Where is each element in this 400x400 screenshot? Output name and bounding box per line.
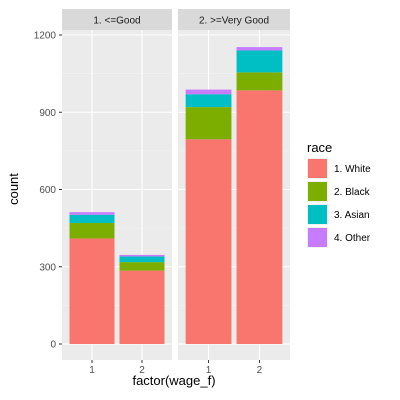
- legend-title: race: [307, 140, 332, 155]
- bar-segment: [69, 214, 115, 223]
- bar-segment: [119, 256, 165, 263]
- bar-segment: [236, 50, 283, 73]
- bar-segment: [236, 72, 283, 91]
- facet-strip: [62, 9, 172, 30]
- bar-segment: [69, 212, 115, 215]
- facet-panels: 1. <=Good 1 2 2. >=Very Good 1 2: [62, 9, 290, 376]
- y-tick-label: 900: [39, 108, 56, 119]
- legend-swatch: [308, 159, 327, 178]
- x-tick-label: 2: [139, 365, 145, 376]
- bar-segment: [119, 254, 165, 257]
- x-axis-title: factor(wage_f): [132, 373, 215, 388]
- legend-label: 3. Asian: [334, 210, 370, 221]
- legend-label: 4. Other: [334, 233, 371, 244]
- facet-panel: 2. >=Very Good 1 2: [178, 9, 290, 376]
- y-axis-title: count: [6, 173, 21, 205]
- bar-segment: [185, 107, 232, 140]
- facet-strip-label: 1. <=Good: [93, 16, 140, 27]
- legend-label: 2. Black: [334, 187, 371, 198]
- bar-segment: [185, 89, 232, 95]
- bar-segment: [119, 262, 165, 271]
- y-tick-label: 300: [39, 262, 56, 273]
- facet-strip-label: 2. >=Very Good: [199, 16, 269, 27]
- bar-segment: [185, 94, 232, 108]
- bar-segment: [69, 222, 115, 239]
- y-tick-label: 1200: [34, 31, 57, 42]
- bar-segment: [69, 238, 115, 344]
- x-tick-label: 2: [257, 365, 263, 376]
- y-tick-label: 600: [39, 185, 56, 196]
- legend-swatch: [308, 182, 327, 201]
- bar-segment: [236, 90, 283, 344]
- bar-segment: [236, 47, 283, 51]
- y-tick-label: 0: [50, 340, 56, 351]
- x-tick-label: 1: [89, 365, 95, 376]
- legend-label: 1. White: [334, 164, 371, 175]
- legend-swatch: [308, 228, 327, 247]
- x-tick-label: 1: [206, 365, 212, 376]
- facet-strip: [178, 9, 290, 30]
- legend-swatch: [308, 205, 327, 224]
- y-axis: 0 300 600 900 1200: [34, 31, 62, 351]
- bar-segment: [185, 139, 232, 344]
- bar-segment: [119, 270, 165, 344]
- facet-panel: 1. <=Good 1 2: [62, 9, 172, 376]
- legend: race 1. White 2. Black 3. Asian 4. Other: [307, 140, 371, 248]
